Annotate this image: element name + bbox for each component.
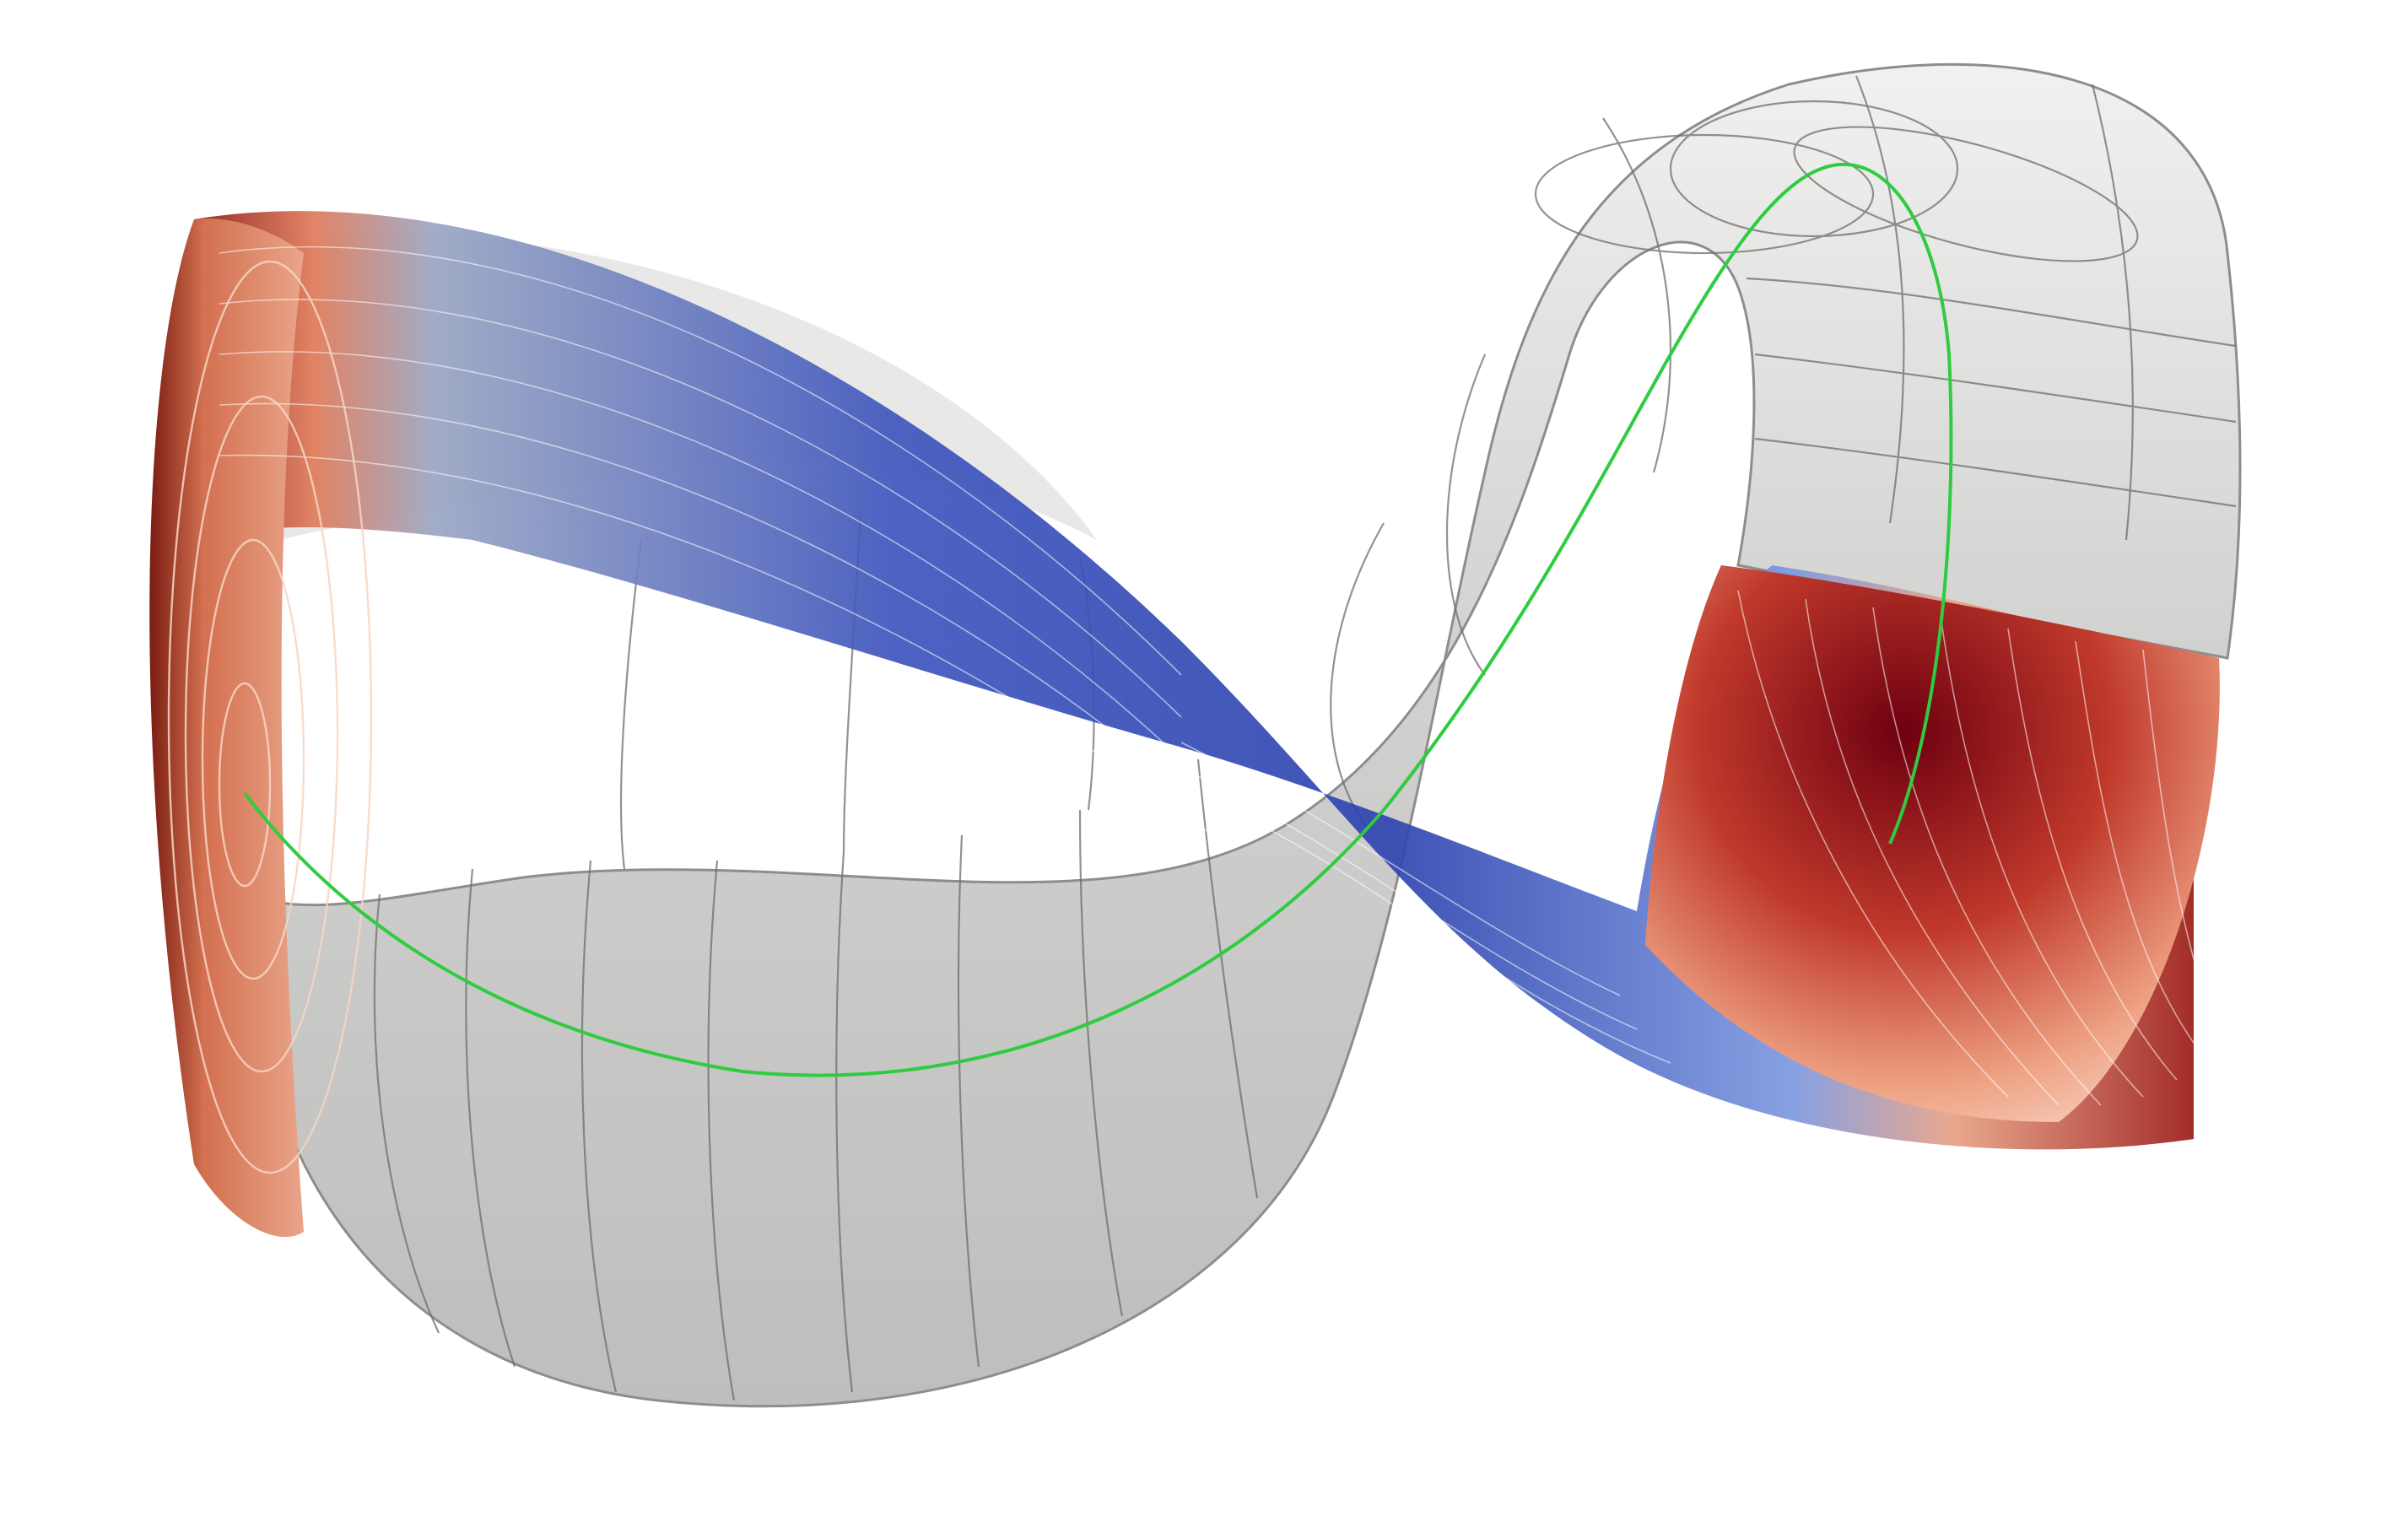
twisted-ribbon-surface	[149, 211, 2220, 1238]
left-cap-rings	[167, 260, 373, 1174]
ribbon-stripe-lines	[219, 246, 2211, 1106]
green-centerline-curve	[243, 162, 1953, 1077]
